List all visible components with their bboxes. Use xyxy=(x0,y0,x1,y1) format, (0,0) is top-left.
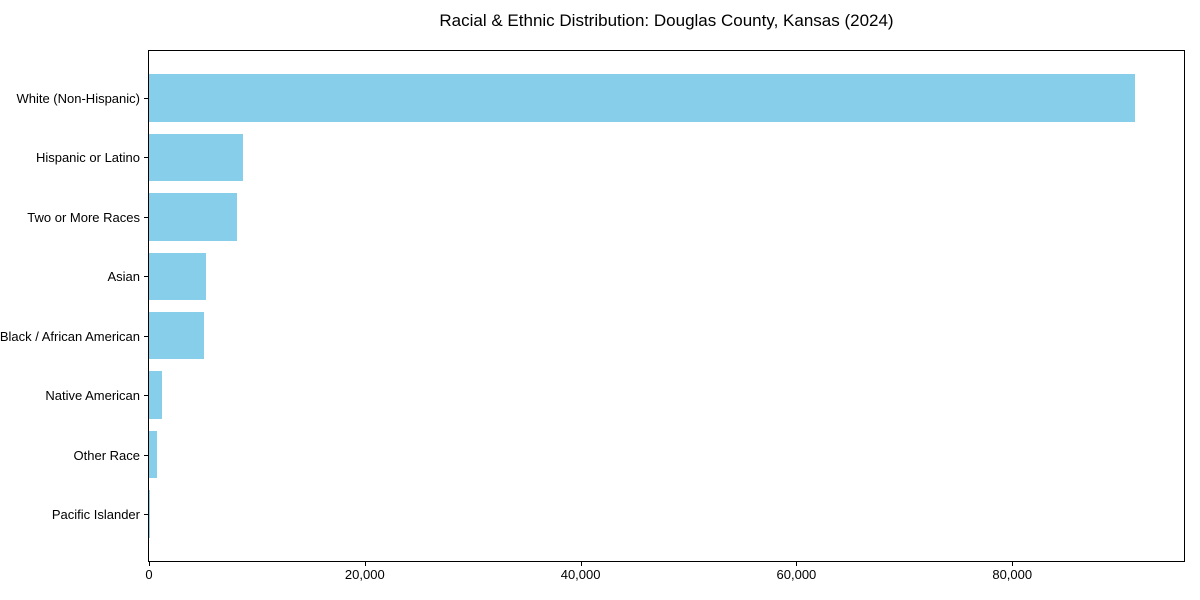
y-tick-label-native-american: Native American xyxy=(45,388,140,404)
plot-area: White (Non-Hispanic) Hispanic or Latino Tw… xyxy=(0,50,1185,581)
y-tick-mark xyxy=(144,157,148,159)
y-tick-mark xyxy=(144,335,148,337)
x-tick-label-0: 0 xyxy=(145,567,153,582)
chart-title: Racial & Ethnic Distribution: Douglas Co… xyxy=(439,11,894,30)
x-tick-mark xyxy=(364,562,366,566)
bar-native-american xyxy=(149,371,163,419)
y-tick-label-pacific-islander: Pacific Islander xyxy=(51,507,140,523)
y-tick-mark xyxy=(144,216,148,218)
x-tick-label-60-000: 60,000 xyxy=(776,567,817,582)
x-tick-label-80-000: 80,000 xyxy=(992,567,1033,582)
x-tick-mark xyxy=(149,562,150,566)
y-tick-mark xyxy=(144,395,148,397)
x-tick-mark xyxy=(1012,562,1014,566)
y-tick-label-hispanic-or-latino: Hispanic or Latino xyxy=(35,150,140,166)
x-tick-mark xyxy=(796,562,798,566)
y-tick-label-other-race: Other Race xyxy=(73,447,140,463)
bar-pacific-islander xyxy=(149,490,150,538)
bar-black-african-american xyxy=(149,311,205,360)
bar-hispanic-or-latino xyxy=(149,133,244,182)
bar-asian xyxy=(149,252,207,301)
y-tick-mark xyxy=(144,97,148,99)
x-tick-label-20-000: 20,000 xyxy=(344,567,385,582)
y-tick-mark xyxy=(144,514,148,516)
y-tick-label-asian: Asian xyxy=(107,269,140,285)
y-tick-mark xyxy=(144,276,148,278)
bar-white-non-hispanic xyxy=(149,74,1135,122)
y-tick-label-white-non-hispanic: White (Non-Hispanic) xyxy=(16,90,140,106)
y-tick-label-black-african-american: Black / African American xyxy=(0,328,140,344)
bar-other-race xyxy=(149,430,157,479)
y-tick-mark xyxy=(144,454,148,456)
x-tick-label-40-000: 40,000 xyxy=(560,567,601,582)
y-tick-label-two-or-more-races: Two or More Races xyxy=(27,209,140,225)
x-tick-mark xyxy=(580,562,582,566)
bar-two-or-more-races xyxy=(149,193,238,241)
